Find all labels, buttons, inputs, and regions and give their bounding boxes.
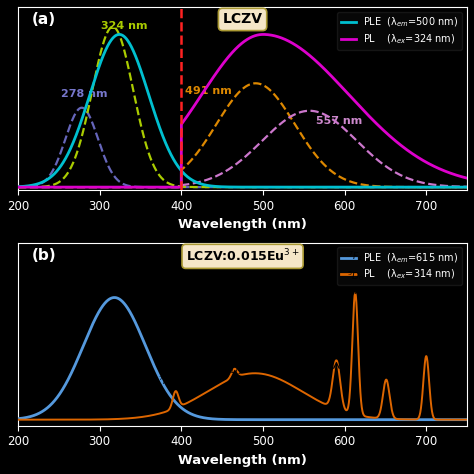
Text: $^5D_0$: $^5D_0$ bbox=[418, 328, 435, 341]
Text: (b): (b) bbox=[32, 248, 56, 263]
X-axis label: Wavelength (nm): Wavelength (nm) bbox=[178, 454, 307, 467]
Legend: PLE  (λ$_{em}$=500 nm), PL    (λ$_{ex}$=324 nm): PLE (λ$_{em}$=500 nm), PL (λ$_{ex}$=324 … bbox=[337, 12, 462, 50]
Text: $^7F_4$: $^7F_4$ bbox=[419, 308, 434, 322]
Text: $^5D_2$: $^5D_2$ bbox=[226, 363, 243, 377]
Text: 278 nm: 278 nm bbox=[61, 89, 107, 99]
Text: 491 nm: 491 nm bbox=[185, 85, 232, 95]
Text: $^5L_6$: $^5L_6$ bbox=[158, 355, 173, 368]
Text: $^7F_2$: $^7F_2$ bbox=[348, 249, 363, 264]
Text: $^5D_0$: $^5D_0$ bbox=[328, 342, 345, 356]
Text: (a): (a) bbox=[32, 12, 55, 27]
Text: $^7F_0$: $^7F_0$ bbox=[227, 383, 242, 396]
Text: 324 nm: 324 nm bbox=[101, 21, 147, 31]
X-axis label: Wavelength (nm): Wavelength (nm) bbox=[178, 219, 307, 231]
Text: $^7F_0$: $^7F_0$ bbox=[158, 374, 173, 388]
Text: $^5D_0$: $^5D_0$ bbox=[347, 269, 364, 283]
Text: LCZV: LCZV bbox=[223, 12, 263, 27]
Text: 557 nm: 557 nm bbox=[316, 116, 362, 126]
Text: $^5D_0$: $^5D_0$ bbox=[378, 352, 395, 366]
Legend: PLE  (λ$_{em}$=615 nm), PL    (λ$_{ex}$=314 nm): PLE (λ$_{em}$=615 nm), PL (λ$_{ex}$=314 … bbox=[337, 247, 462, 285]
Text: LCZV:0.015Eu$^{3+}$: LCZV:0.015Eu$^{3+}$ bbox=[186, 248, 300, 264]
Text: $^7F_3$: $^7F_3$ bbox=[379, 332, 394, 346]
Text: $^7F_1$: $^7F_1$ bbox=[329, 323, 344, 337]
